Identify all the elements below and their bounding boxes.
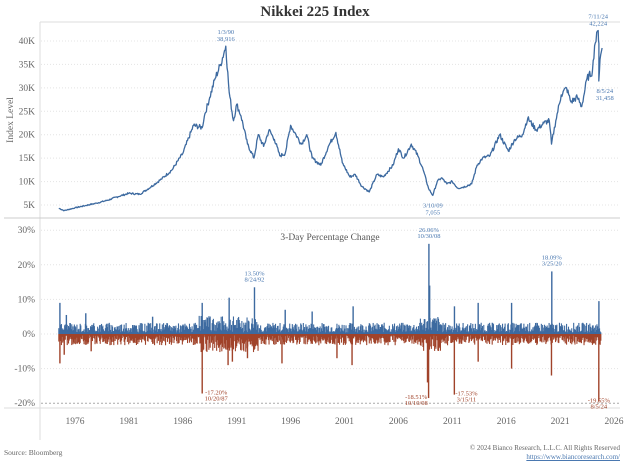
index-level-line [58,29,603,212]
positive-annotation-value: 18.09% [542,254,563,261]
upper-annotation-date: 8/5/24 [596,88,613,95]
x-tick-label: 1991 [227,417,246,427]
lower-y-tick-label: -20% [14,399,35,409]
upper-y-tick-label: 5K [23,201,35,211]
x-tick-label: 2006 [389,417,408,427]
upper-annotation-date: 7/11/24 [588,14,608,21]
lower-y-tick-label: 20% [18,261,36,271]
negative-annotation-date: 8/5/24 [590,404,607,411]
x-tick-label: 1996 [281,417,300,427]
x-tick-label: 1981 [119,417,138,427]
upper-y-tick-label: 15K [19,154,36,164]
copyright-text: © 2024 Bianco Research, L.L.C. All Right… [469,444,620,452]
lower-y-tick-label: 0% [22,330,35,340]
x-tick-label: 2016 [497,417,516,427]
positive-annotation-value: 13.50% [244,270,265,277]
x-tick-label: 2001 [335,417,354,427]
copyright-block: © 2024 Bianco Research, L.L.C. All Right… [470,444,620,462]
upper-y-tick-label: 35K [19,60,36,70]
negative-annotation-value: -17.20% [205,390,228,397]
negative-annotation-date: 10/10/08 [405,400,428,407]
upper-y-tick-label: 20K [19,131,36,141]
negative-annotation-value: -18.51% [405,394,428,401]
upper-y-axis-label: Index Level [6,97,16,143]
lower-y-tick-label: 10% [18,295,36,305]
positive-annotation-date: 8/24/92 [245,276,265,283]
negative-annotation-date: 3/15/11 [457,397,477,404]
lower-panel-title: 3-Day Percentage Change [280,233,379,243]
positive-annotation-date: 3/25/20 [542,260,562,267]
upper-y-tick-label: 25K [19,107,36,117]
upper-annotation-date: 3/10/09 [423,202,443,209]
chart-title: Nikkei 225 Index [260,4,370,20]
upper-annotation-value: 42,224 [589,21,608,28]
upper-y-tick-label: 30K [19,84,36,94]
negative-annotation-date: 10/20/87 [205,396,229,403]
negative-annotation-value: -19.55% [588,398,611,405]
upper-annotation-date: 1/3/90 [217,29,234,36]
upper-y-tick-label: 10K [19,178,36,188]
positive-annotation-date: 10/30/08 [417,233,440,240]
x-tick-label: 1986 [173,417,192,427]
x-tick-label: 2011 [443,417,462,427]
lower-y-tick-label: 30% [18,226,36,236]
upper-y-tick-label: 40K [19,37,36,47]
negative-annotation-value: -17.53% [455,391,478,398]
positive-annotation-value: 26.06% [419,227,440,234]
lower-y-tick-label: -10% [14,365,35,375]
upper-annotation-value: 31,458 [596,95,614,102]
source-note: Source: Bloomberg [4,448,63,457]
website-link[interactable]: https://www.biancoresearch.com/ [526,453,620,461]
x-tick-label: 2021 [551,417,570,427]
upper-annotation-value: 7,055 [425,209,440,216]
x-tick-label: 1976 [66,417,85,427]
upper-annotation-value: 38,916 [217,36,236,43]
x-tick-label: 2026 [605,417,624,427]
